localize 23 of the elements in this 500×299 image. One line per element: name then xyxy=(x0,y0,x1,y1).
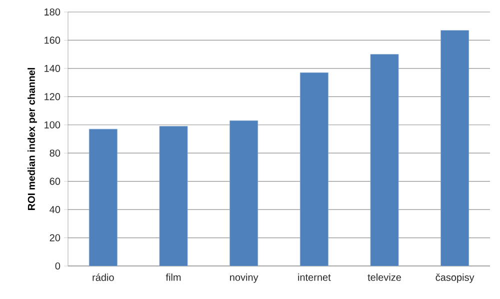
y-tick-label: 0 xyxy=(55,262,60,270)
y-tick-label: 120 xyxy=(44,93,60,100)
y-tick-label: 180 xyxy=(44,8,60,16)
y-tick-label: 20 xyxy=(50,234,60,242)
y-tick-label: 60 xyxy=(50,178,60,185)
x-tick-label: televize xyxy=(368,274,401,281)
bar xyxy=(370,54,399,266)
x-tick-label: internet xyxy=(298,274,331,281)
y-tick-label: 160 xyxy=(44,36,60,44)
y-axis-title: ROI median index per channel xyxy=(28,68,37,210)
x-tick-label: noviny xyxy=(230,274,258,283)
y-tick-label: 140 xyxy=(44,64,60,72)
bar xyxy=(440,30,470,266)
bar xyxy=(88,128,118,266)
y-tick-label: 40 xyxy=(50,206,60,214)
bar xyxy=(159,126,188,266)
x-tick-label: časopisy xyxy=(436,274,474,283)
x-tick-label: film xyxy=(166,274,181,281)
bar xyxy=(300,72,328,266)
y-tick-label: 80 xyxy=(50,150,60,157)
bar xyxy=(230,120,258,266)
x-tick-label: rádio xyxy=(92,274,114,281)
y-tick-label: 100 xyxy=(44,121,60,128)
